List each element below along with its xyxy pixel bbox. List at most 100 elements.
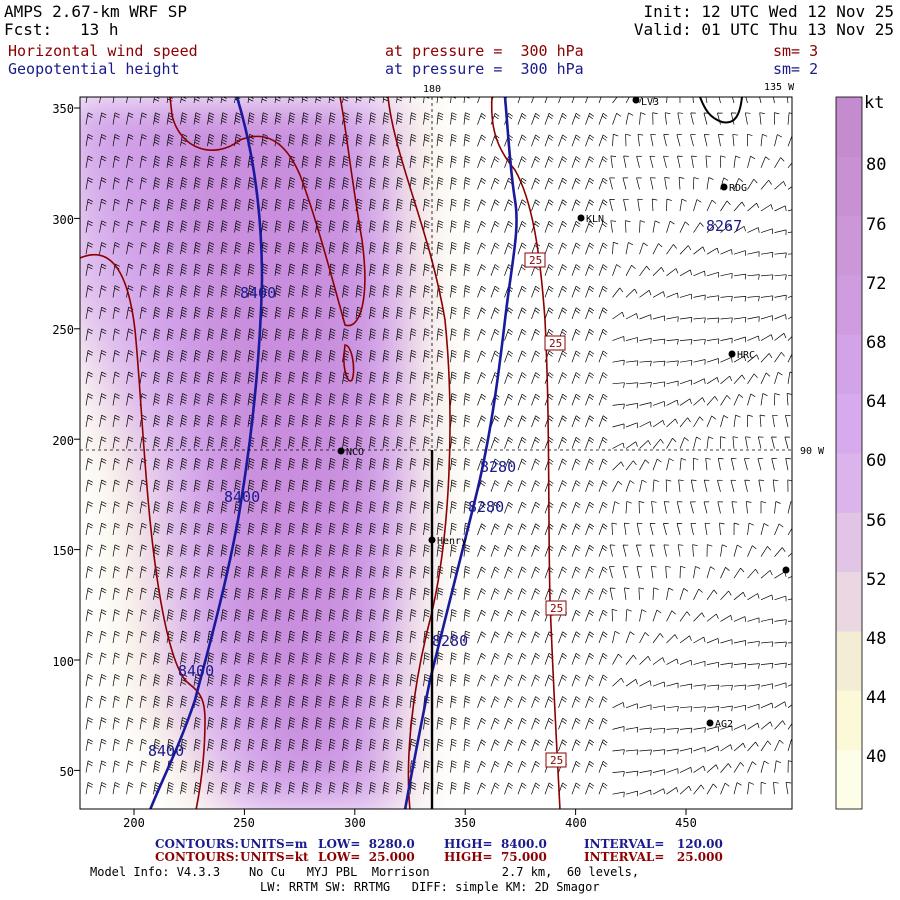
wind-barb bbox=[220, 544, 228, 557]
wind-barb bbox=[733, 640, 747, 646]
wind-barb bbox=[774, 720, 786, 730]
wind-barb bbox=[396, 349, 403, 363]
wind-barb bbox=[720, 395, 731, 406]
wind-barb bbox=[504, 221, 514, 233]
wind-barb bbox=[207, 781, 215, 795]
wind-barb bbox=[787, 231, 792, 233]
wind-barb bbox=[450, 522, 457, 536]
wind-barb bbox=[787, 527, 792, 536]
height-label: 8280 bbox=[468, 498, 504, 516]
wind-barb bbox=[396, 393, 403, 406]
wind-barb bbox=[342, 393, 350, 406]
wind-barb bbox=[234, 673, 242, 687]
wind-barb bbox=[180, 177, 188, 190]
wind-barb bbox=[153, 263, 161, 276]
wind-barb bbox=[382, 306, 390, 320]
wind-barb bbox=[598, 264, 608, 276]
wind-barb bbox=[342, 565, 350, 579]
wind-barb bbox=[450, 198, 457, 212]
wind-barb bbox=[652, 479, 660, 492]
wind-barb bbox=[612, 677, 625, 687]
wind-barb bbox=[517, 501, 527, 514]
wind-barb bbox=[193, 501, 201, 514]
wind-barb bbox=[760, 546, 772, 557]
wind-barb bbox=[180, 328, 188, 341]
wind-barb bbox=[288, 133, 296, 147]
wind-barb bbox=[720, 725, 733, 731]
wind-barb bbox=[139, 717, 147, 730]
wind-barb bbox=[247, 630, 255, 644]
wind-barb bbox=[112, 738, 120, 752]
wind-barb bbox=[99, 328, 107, 341]
wind-barb bbox=[436, 414, 444, 428]
wind-barb bbox=[99, 177, 107, 190]
wind-barb bbox=[234, 393, 242, 406]
wind-barb bbox=[274, 177, 282, 190]
wind-barb bbox=[423, 371, 430, 384]
wind-barb bbox=[355, 652, 363, 665]
wind-barb bbox=[396, 220, 403, 233]
wind-barb bbox=[99, 263, 107, 276]
wind-barb bbox=[652, 420, 665, 428]
wind-barb bbox=[517, 631, 527, 644]
wind-barb bbox=[436, 457, 444, 471]
wind-barb bbox=[665, 479, 672, 492]
wind-barb bbox=[625, 133, 631, 147]
wind-barb bbox=[166, 220, 174, 233]
wind-barb bbox=[585, 739, 595, 752]
wind-barb bbox=[706, 358, 719, 364]
wind-barb bbox=[706, 745, 720, 752]
speed-contour-west bbox=[80, 253, 206, 809]
wind-barb bbox=[180, 652, 188, 665]
wind-barb bbox=[261, 479, 269, 492]
wind-barb bbox=[193, 220, 201, 233]
wind-barb bbox=[261, 457, 269, 471]
wind-barb bbox=[679, 198, 687, 212]
wind-barb bbox=[787, 316, 792, 320]
wind-barb bbox=[652, 705, 666, 711]
wind-barb bbox=[544, 285, 554, 298]
wind-barb bbox=[679, 339, 693, 345]
wind-barb bbox=[638, 587, 645, 600]
wind-barb bbox=[612, 403, 625, 410]
wind-barb bbox=[153, 436, 161, 449]
wind-barb bbox=[585, 264, 595, 276]
wind-barb bbox=[247, 457, 255, 471]
wind-barb bbox=[571, 545, 581, 557]
wind-barb bbox=[99, 306, 107, 320]
coastline bbox=[699, 97, 743, 124]
wind-barb bbox=[585, 307, 595, 320]
wind-barb bbox=[126, 782, 134, 795]
wind-barb bbox=[517, 393, 527, 406]
wind-barb bbox=[423, 738, 430, 752]
wind-barb bbox=[652, 291, 665, 298]
wind-barb bbox=[625, 790, 638, 797]
wind-barb bbox=[666, 268, 679, 277]
wind-barb bbox=[234, 263, 242, 276]
wind-barb bbox=[436, 781, 444, 795]
wind-barb bbox=[463, 717, 471, 730]
wind-barb bbox=[639, 479, 647, 492]
wind-barb bbox=[787, 371, 792, 384]
colorbar-swatch bbox=[836, 453, 862, 513]
wind-barb bbox=[706, 436, 714, 449]
wind-barb bbox=[328, 609, 336, 622]
wind-barb bbox=[611, 609, 618, 622]
wind-barb bbox=[774, 274, 787, 280]
wind-barb bbox=[504, 329, 514, 341]
wind-barb bbox=[220, 220, 228, 233]
wind-barb bbox=[693, 612, 705, 622]
wind-speed-contours bbox=[80, 97, 561, 809]
wind-barb bbox=[666, 768, 679, 774]
wind-barb bbox=[639, 704, 652, 711]
wind-barb bbox=[99, 501, 107, 514]
wind-barb bbox=[623, 155, 629, 168]
wind-barb bbox=[652, 609, 662, 622]
wind-barb bbox=[166, 155, 174, 168]
wind-barb bbox=[517, 437, 527, 449]
wind-barb bbox=[639, 265, 651, 277]
wind-barb bbox=[166, 674, 174, 687]
wind-barb bbox=[342, 673, 350, 687]
field2-name: Geopotential height bbox=[8, 60, 180, 78]
wind-barb bbox=[490, 501, 500, 514]
